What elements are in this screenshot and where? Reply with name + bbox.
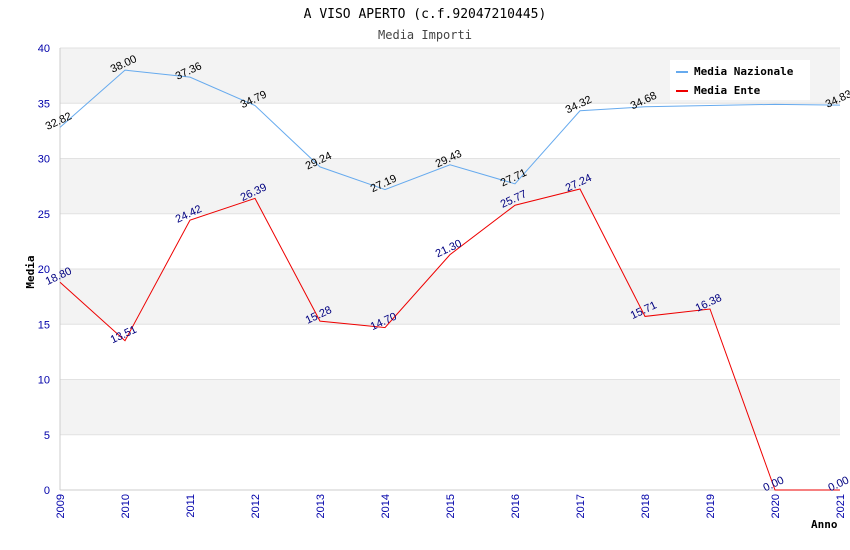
grid-band xyxy=(60,269,840,325)
legend: Media Nazionale Media Ente xyxy=(670,60,810,100)
y-tick-label: 5 xyxy=(44,430,50,442)
x-tick-label: 2021 xyxy=(835,494,847,518)
x-tick-label: 2016 xyxy=(510,494,522,518)
x-axis-label: Anno xyxy=(811,518,838,531)
series-lines xyxy=(59,69,841,491)
x-tick-label: 2018 xyxy=(640,494,652,518)
grid-band xyxy=(60,379,840,435)
y-tick-label: 35 xyxy=(38,98,50,110)
background-bands xyxy=(60,48,840,490)
chart-subtitle: Media Importi xyxy=(378,28,472,42)
y-axis-label: Media xyxy=(24,255,37,288)
y-tick-label: 0 xyxy=(44,485,50,497)
x-tick-label: 2019 xyxy=(705,494,717,518)
y-tick-label: 20 xyxy=(38,264,50,276)
grid-band xyxy=(60,324,840,380)
y-tick-label: 40 xyxy=(38,43,50,55)
legend-label-ente: Media Ente xyxy=(694,84,761,97)
grid-band xyxy=(60,103,840,159)
x-tick-label: 2010 xyxy=(120,494,132,518)
y-tick-label: 30 xyxy=(38,154,50,166)
x-tick-label: 2015 xyxy=(445,494,457,518)
chart-title: A VISO APERTO (c.f.92047210445) xyxy=(304,7,547,22)
x-tick-label: 2009 xyxy=(55,494,67,518)
x-tick-label: 2014 xyxy=(380,494,392,518)
x-tick-label: 2011 xyxy=(185,494,197,518)
grid-band xyxy=(60,158,840,214)
y-tick-label: 25 xyxy=(38,209,50,221)
x-tick-label: 2020 xyxy=(770,494,782,518)
x-tick-labels: 2009 2010 2011 2012 2013 2014 2015 2016 2017 2018… xyxy=(55,494,847,518)
y-tick-label: 10 xyxy=(38,375,50,387)
legend-label-nazionale: Media Nazionale xyxy=(694,65,794,78)
y-tick-label: 15 xyxy=(38,319,50,331)
x-tick-label: 2012 xyxy=(250,494,262,518)
x-tick-label: 2017 xyxy=(575,494,587,518)
series-line-ente xyxy=(59,188,840,491)
x-tick-label: 2013 xyxy=(315,494,327,518)
legend-box xyxy=(670,60,810,100)
y-tick-labels: 0 5 10 15 20 25 30 35 40 xyxy=(38,43,50,497)
grid-band xyxy=(60,434,840,490)
series-line-nazionale xyxy=(59,69,841,191)
grid-band xyxy=(60,213,840,269)
